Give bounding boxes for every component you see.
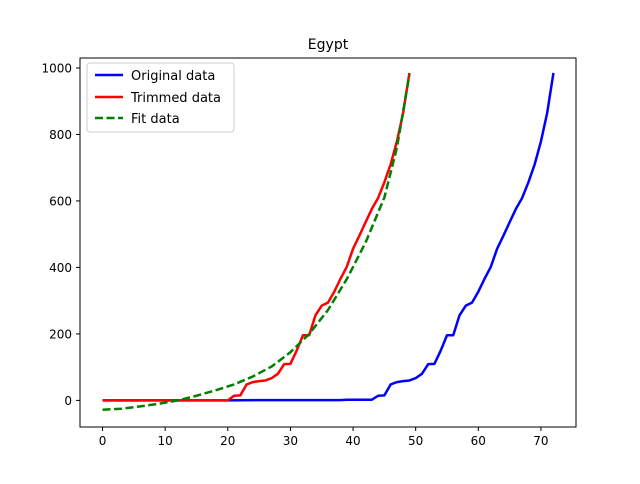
chart-title: Egypt bbox=[308, 37, 349, 53]
series-line-fit-data bbox=[102, 74, 411, 411]
x-tick-label: 0 bbox=[99, 434, 107, 448]
x-tick-label: 10 bbox=[158, 434, 173, 448]
x-tick-label: 30 bbox=[283, 434, 298, 448]
legend-label-trimmed-data: Trimmed data bbox=[130, 91, 221, 106]
y-tick-label: 800 bbox=[49, 128, 72, 142]
plot-frame bbox=[79, 57, 577, 428]
x-axis: 0 10 20 30 40 50 60 70 bbox=[99, 427, 549, 448]
legend-label-fit-data: Fit data bbox=[131, 112, 180, 127]
x-tick-label: 50 bbox=[408, 434, 423, 448]
legend: Original data Trimmed data Fit data bbox=[86, 62, 235, 133]
y-tick-label: 0 bbox=[64, 394, 72, 408]
legend-label-original-data: Original data bbox=[131, 69, 215, 84]
x-tick-label: 20 bbox=[220, 434, 235, 448]
x-tick-label: 60 bbox=[471, 434, 486, 448]
series-line-original-data bbox=[102, 72, 555, 402]
legend-box bbox=[86, 62, 235, 133]
x-tick-label: 70 bbox=[533, 434, 548, 448]
y-tick-label: 1000 bbox=[41, 61, 72, 75]
y-tick-label: 600 bbox=[49, 194, 72, 208]
x-tick-label: 40 bbox=[345, 434, 360, 448]
y-axis: 0 200 400 600 800 1000 bbox=[41, 61, 80, 408]
y-tick-label: 400 bbox=[49, 261, 72, 275]
series-layer bbox=[102, 72, 555, 411]
y-tick-label: 200 bbox=[49, 327, 72, 341]
